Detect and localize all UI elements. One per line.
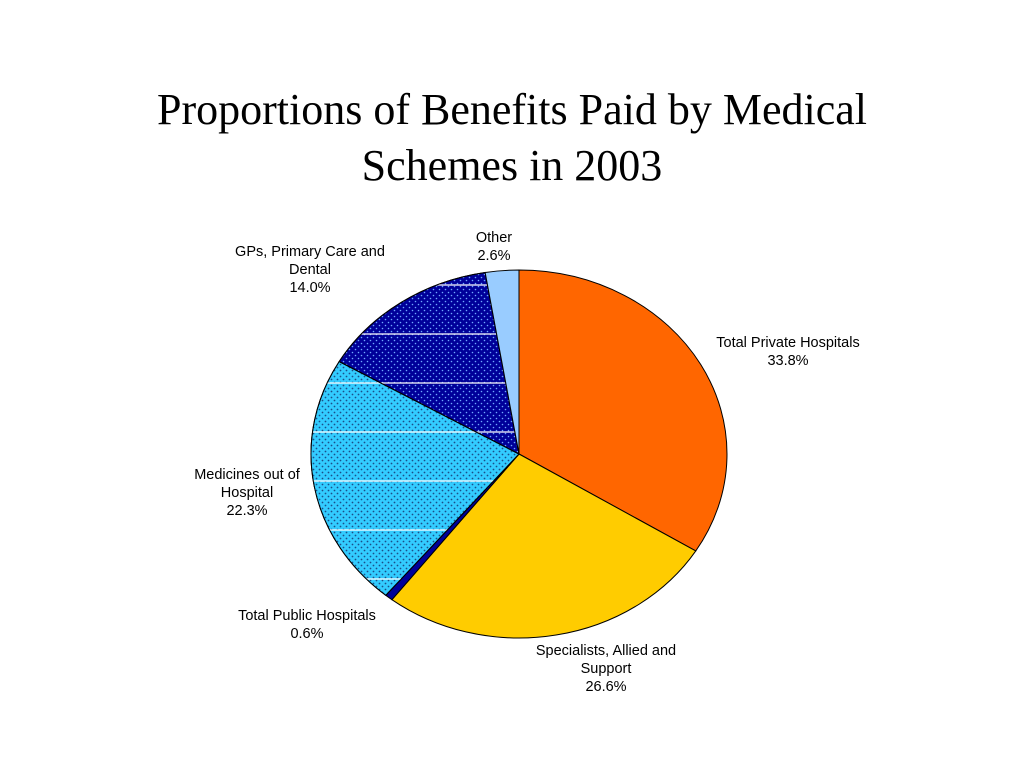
slice-specialists-allied-and-support	[391, 453, 697, 639]
label-medicines: Medicines out of Hospital 22.3%	[147, 466, 347, 520]
chart-title: Proportions of Benefits Paid by Medical …	[156, 85, 867, 190]
slice-outline	[338, 271, 520, 455]
label-percent: 0.6%	[290, 626, 324, 642]
label-name-line1: Medicines out of	[194, 467, 300, 483]
label-other: Other 2.6%	[394, 229, 594, 265]
label-total-public-hospitals: Total Public Hospitals 0.6%	[207, 607, 407, 643]
slice-stripes	[310, 382, 519, 580]
label-name-line1: GPs, Primary Care and	[235, 244, 385, 260]
label-percent: 22.3%	[226, 503, 268, 519]
label-percent: 2.6%	[477, 248, 511, 264]
label-percent: 14.0%	[289, 280, 331, 296]
label-total-private-hospitals: Total Private Hospitals 33.8%	[688, 334, 888, 370]
label-name-line1: Specialists, Allied and	[535, 643, 677, 659]
label-name-line2: Hospital	[220, 485, 274, 501]
label-percent: 33.8%	[767, 353, 809, 369]
label-percent: 26.6%	[585, 679, 627, 695]
slice-outline	[310, 360, 520, 596]
slice-other	[484, 269, 520, 455]
label-specialists: Specialists, Allied and Support 26.6%	[506, 642, 706, 696]
label-name: Total Private Hospitals	[716, 335, 860, 351]
label-name-line2: Dental	[289, 262, 331, 278]
slice-total-private-hospitals	[518, 269, 728, 552]
label-name: Other	[475, 230, 513, 246]
label-gps: GPs, Primary Care and Dental 14.0%	[210, 243, 410, 297]
label-name: Total Public Hospitals	[238, 608, 376, 624]
pie-slices	[310, 269, 728, 639]
label-name-line2: Support	[580, 661, 632, 677]
